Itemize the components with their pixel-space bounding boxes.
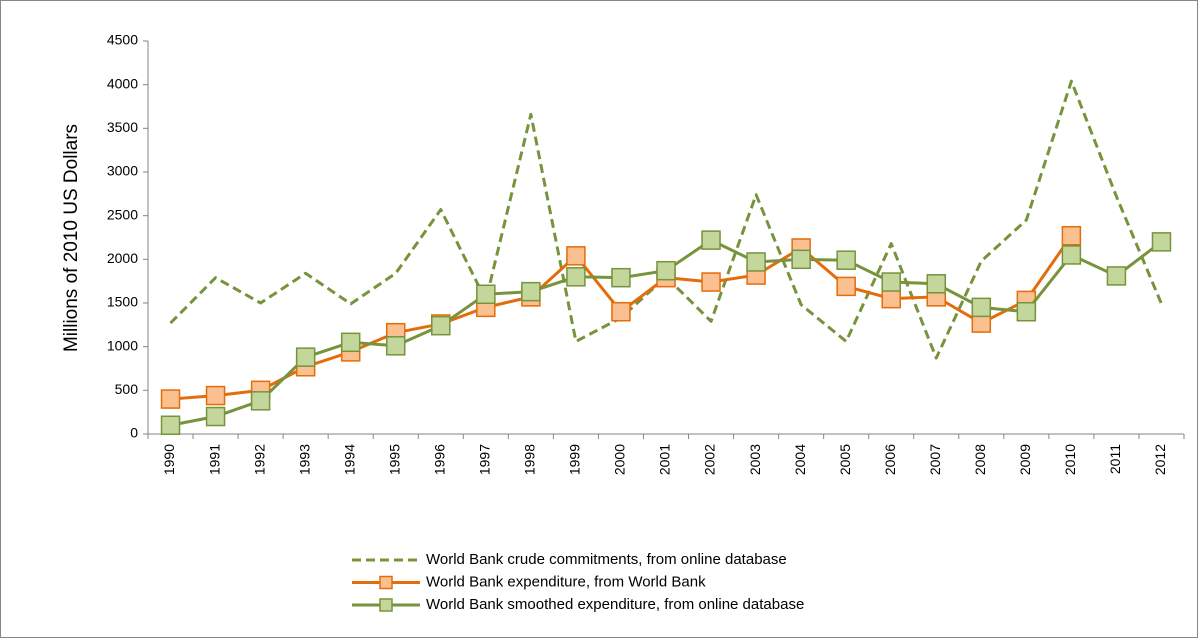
series-marker [701,272,721,292]
series-marker [1151,232,1172,252]
series-marker [701,230,721,250]
x-tick-label: 2007 [927,444,943,475]
series-marker [295,347,316,367]
series-marker [926,274,947,294]
series-marker [566,246,586,266]
x-tick-label: 2002 [702,444,718,475]
x-tick-label: 1995 [386,444,402,475]
x-tick-label: 2006 [882,444,898,475]
y-tick-label: 1500 [107,294,138,310]
series-marker [1061,245,1082,265]
series-marker [160,389,181,409]
y-axis-label: Millions of 2010 US Dollars [61,124,82,352]
y-tick-label: 0 [130,425,138,441]
x-tick-label: 1993 [296,444,312,475]
series-marker [611,301,631,322]
series-marker [836,250,856,270]
series-marker [205,385,226,406]
y-tick-label: 4500 [107,32,138,48]
x-tick-label: 2008 [972,444,988,475]
x-tick-label: 1998 [522,444,538,475]
y-tick-label: 3500 [107,119,138,135]
series-marker [1106,266,1127,286]
legend-marker [379,598,393,612]
legend-marker [379,575,393,590]
y-tick-label: 3000 [107,163,138,179]
series-marker [1016,301,1037,322]
series-marker [611,267,631,288]
x-tick-label: 1994 [341,444,357,475]
y-tick-label: 1000 [107,337,138,353]
series-marker [250,391,271,411]
y-tick-label: 2500 [107,206,138,222]
y-tick-label: 500 [115,381,139,397]
x-tick-label: 2011 [1107,444,1123,474]
series-marker [521,281,541,302]
series-marker [791,249,811,270]
series-marker [881,272,901,292]
x-tick-label: 2010 [1062,444,1078,475]
series-marker [836,276,856,297]
series-marker [1061,226,1082,246]
series-marker [205,406,226,427]
x-tick-label: 1990 [161,444,177,475]
series-marker [971,297,992,318]
x-tick-label: 1991 [206,444,222,475]
x-tick-label: 2009 [1017,444,1033,475]
x-tick-label: 2012 [1152,444,1168,475]
x-tick-label: 2003 [747,444,763,475]
series-marker [431,315,451,336]
x-tick-label: 1999 [567,444,583,475]
series-marker [340,332,361,353]
series-marker [881,288,901,309]
legend-label: World Bank expenditure, from World Bank [426,573,706,590]
y-tick-label: 2000 [107,250,138,266]
x-tick-label: 2005 [837,444,853,475]
legend-label: World Bank crude commitments, from onlin… [426,551,787,568]
x-tick-label: 2000 [612,444,628,475]
legend-label: World Bank smoothed expenditure, from on… [426,596,804,613]
y-tick-label: 4000 [107,75,138,91]
series-marker [385,336,406,356]
x-tick-label: 1992 [251,444,267,475]
x-tick-label: 2004 [792,444,808,475]
x-tick-label: 2001 [657,444,673,475]
series-marker [476,284,496,305]
x-tick-label: 1997 [477,444,493,475]
series-marker [746,252,766,272]
x-tick-label: 1996 [431,444,447,475]
series-marker [566,267,586,287]
series-marker [656,260,676,281]
series-marker [160,415,181,436]
series-line [169,79,1163,360]
